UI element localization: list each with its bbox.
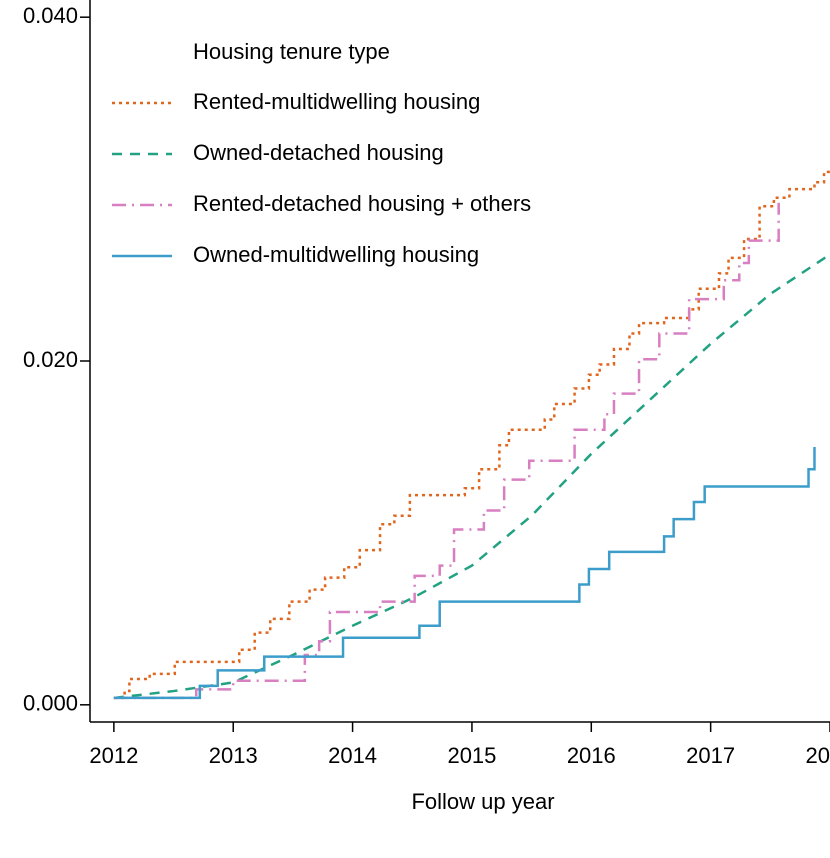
y-tick-label: 0.000 — [23, 691, 78, 716]
series-line — [113, 170, 830, 700]
x-tick-label: 2014 — [328, 743, 377, 768]
y-tick-label: 0.040 — [23, 3, 78, 28]
x-axis-label: Follow up year — [411, 789, 554, 814]
x-tick-label: 2017 — [686, 743, 735, 768]
legend-label: Rented-multidwelling housing — [193, 89, 480, 114]
x-tick-label: 2016 — [567, 743, 616, 768]
x-tick-label: 2018 — [806, 743, 830, 768]
x-tick-label: 2012 — [89, 743, 138, 768]
legend-label: Owned-detached housing — [193, 140, 444, 165]
y-tick-label: 0.020 — [23, 347, 78, 372]
series-line — [113, 202, 780, 700]
legend-label: Owned-multidwelling housing — [193, 242, 479, 267]
x-tick-label: 2013 — [209, 743, 258, 768]
legend-title: Housing tenure type — [193, 39, 390, 64]
series-line — [113, 253, 830, 700]
x-tick-label: 2015 — [447, 743, 496, 768]
series-line — [113, 446, 816, 700]
legend-label: Rented-detached housing + others — [193, 191, 531, 216]
